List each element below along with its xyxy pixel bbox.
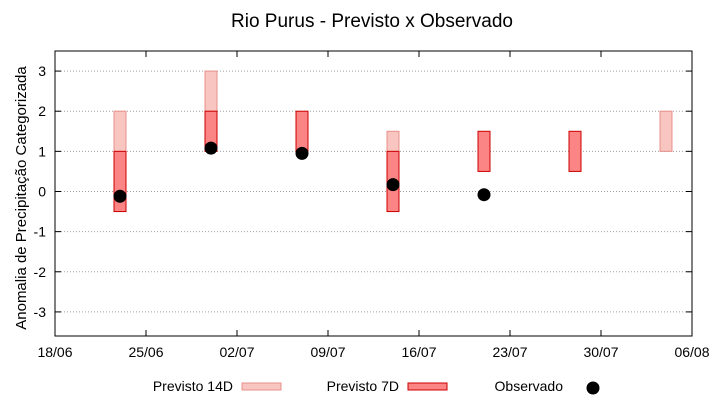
point-observado <box>204 141 218 155</box>
x-tick-label: 06/08 <box>674 344 709 360</box>
bar-previsto-14d <box>659 110 673 152</box>
axes-layer: -3 -2 -1 0 1 2 3 18/06 25/06 02/07 09/07 16/07 23/07… <box>34 51 710 360</box>
grid-layer <box>55 70 692 313</box>
bar-previsto-7d <box>295 110 309 152</box>
bar-previsto-14d <box>386 130 400 152</box>
point-observado <box>477 188 491 202</box>
bar-previsto-7d <box>568 130 582 172</box>
y-axis-label: Anomalia de Precipitação Categorizada <box>13 66 30 330</box>
legend-swatch-observado <box>586 381 600 395</box>
point-observado <box>113 189 127 203</box>
x-tick-label: 25/06 <box>128 344 163 360</box>
y-tick-label: 1 <box>38 143 46 159</box>
bar-previsto-7d <box>477 130 491 172</box>
legend: Previsto 14D Previsto 7D Observado <box>153 378 600 395</box>
bar-previsto-14d <box>204 70 218 112</box>
y-tick-label: 3 <box>38 63 46 79</box>
y-tick-label: 2 <box>38 103 46 119</box>
x-tick-label: 23/07 <box>492 344 527 360</box>
y-tick-label: -1 <box>34 224 47 240</box>
legend-swatch-previsto-7d <box>407 382 448 391</box>
marks-layer <box>113 70 673 213</box>
x-tick-label: 09/07 <box>310 344 345 360</box>
point-observado <box>386 178 400 192</box>
legend-swatch-previsto-14d <box>241 382 282 391</box>
x-tick-label: 16/07 <box>401 344 436 360</box>
point-observado <box>295 146 309 160</box>
plot-frame <box>54 50 693 337</box>
chart-title: Rio Purus - Previsto x Observado <box>231 11 513 32</box>
y-tick-label: -3 <box>34 304 47 320</box>
x-tick-label: 18/06 <box>37 344 72 360</box>
legend-label-observado: Observado <box>495 378 564 394</box>
y-tick-label: -2 <box>34 264 47 280</box>
bar-previsto-14d <box>113 110 127 152</box>
x-tick-label: 30/07 <box>583 344 618 360</box>
legend-label-previsto-14d: Previsto 14D <box>153 378 233 394</box>
x-tick-label: 02/07 <box>219 344 254 360</box>
y-tick-label: 0 <box>38 183 46 199</box>
legend-label-previsto-7d: Previsto 7D <box>327 378 399 394</box>
